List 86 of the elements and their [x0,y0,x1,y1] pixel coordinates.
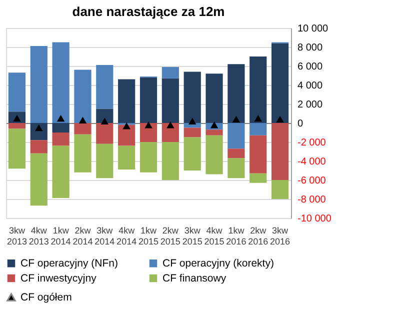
point [232,116,240,123]
bar [96,108,114,123]
y-tick-label: 0 [298,118,304,130]
x-tick-label: 4kw 2014 [116,226,137,246]
bar [30,123,48,140]
bar [206,74,223,123]
bar [96,65,114,109]
bar [228,158,245,178]
chart-title: dane narastające za 12m [72,4,225,19]
y-tick-label: -6 000 [298,176,326,186]
point [188,118,196,124]
x-tick-label: 4kw 2015 [204,226,224,246]
x-tick-label: 2kw 2015 [160,226,180,246]
legend-label: CF inwestycyjny [20,272,98,284]
bar [271,123,289,180]
point [254,114,262,122]
point [144,122,152,128]
bar [52,146,70,198]
bar [118,79,136,123]
point [100,118,109,124]
bar [118,124,136,146]
bar [74,70,92,123]
x-tick-label: 3kw 2014 [94,226,115,246]
legend-label: CF ogółem [20,291,72,304]
y-tick-label: -4 000 [298,156,326,168]
bar [74,123,92,134]
bar [184,137,201,170]
y-tick-label: -8 000 [298,194,326,206]
bar [30,153,48,206]
bar [8,123,26,129]
x-tick-label: 1kw 2016 [226,226,246,246]
y-tick-label: 10 000 [298,24,329,34]
legend-label: CF operacyjny (NFn) [20,257,118,270]
point [166,122,174,128]
x-tick-label: 3kw 2013 [6,226,27,246]
bar [206,130,223,136]
bar [162,66,179,78]
x-tick-label: 1kw 2015 [138,226,159,246]
bar [162,78,179,123]
bar [96,123,114,144]
bar [52,42,70,123]
bar [228,64,245,123]
bar [52,123,70,132]
bar [118,146,136,170]
y-tick-label: -2 000 [298,138,326,148]
y-tick-label: 8 000 [298,42,323,54]
y-tick-label: 2 000 [298,100,323,110]
x-tick-label: 2kw 2014 [72,226,93,246]
x-tick-label: 1kw 2014 [50,226,71,246]
point [78,116,87,124]
bar [206,135,223,174]
bar [184,72,201,123]
bar [250,56,267,123]
bar [30,46,48,123]
x-tick-label: 2kw 2016 [248,226,268,246]
bar [8,72,26,112]
y-tick-label: 6 000 [298,62,323,72]
point [56,114,65,122]
bar [250,123,267,136]
bar [52,132,70,146]
x-tick-label: 4kw 2013 [28,226,49,246]
point [276,116,284,123]
legend-label: CF finansowy [162,272,227,284]
bar [74,134,92,172]
bar [250,173,267,183]
bar [96,144,114,178]
bar [8,128,26,169]
bar [162,123,179,142]
bar [140,77,158,123]
bar [228,148,245,158]
x-tick-label: 3kw 2016 [270,226,290,246]
bar [140,123,158,142]
bar [228,123,245,149]
bar [184,128,201,138]
bar [30,140,48,154]
x-tick-label: 3kw 2015 [182,226,202,246]
bar [250,135,267,174]
legend-label: CF operacyjny (korekty) [162,257,274,270]
bar [271,180,289,199]
point [122,122,130,130]
y-tick-label: -10 000 [298,214,332,224]
y-tick-label: 4 000 [298,80,323,92]
bar [162,142,179,180]
point [210,122,218,128]
bar [140,142,158,172]
bar [271,43,289,123]
